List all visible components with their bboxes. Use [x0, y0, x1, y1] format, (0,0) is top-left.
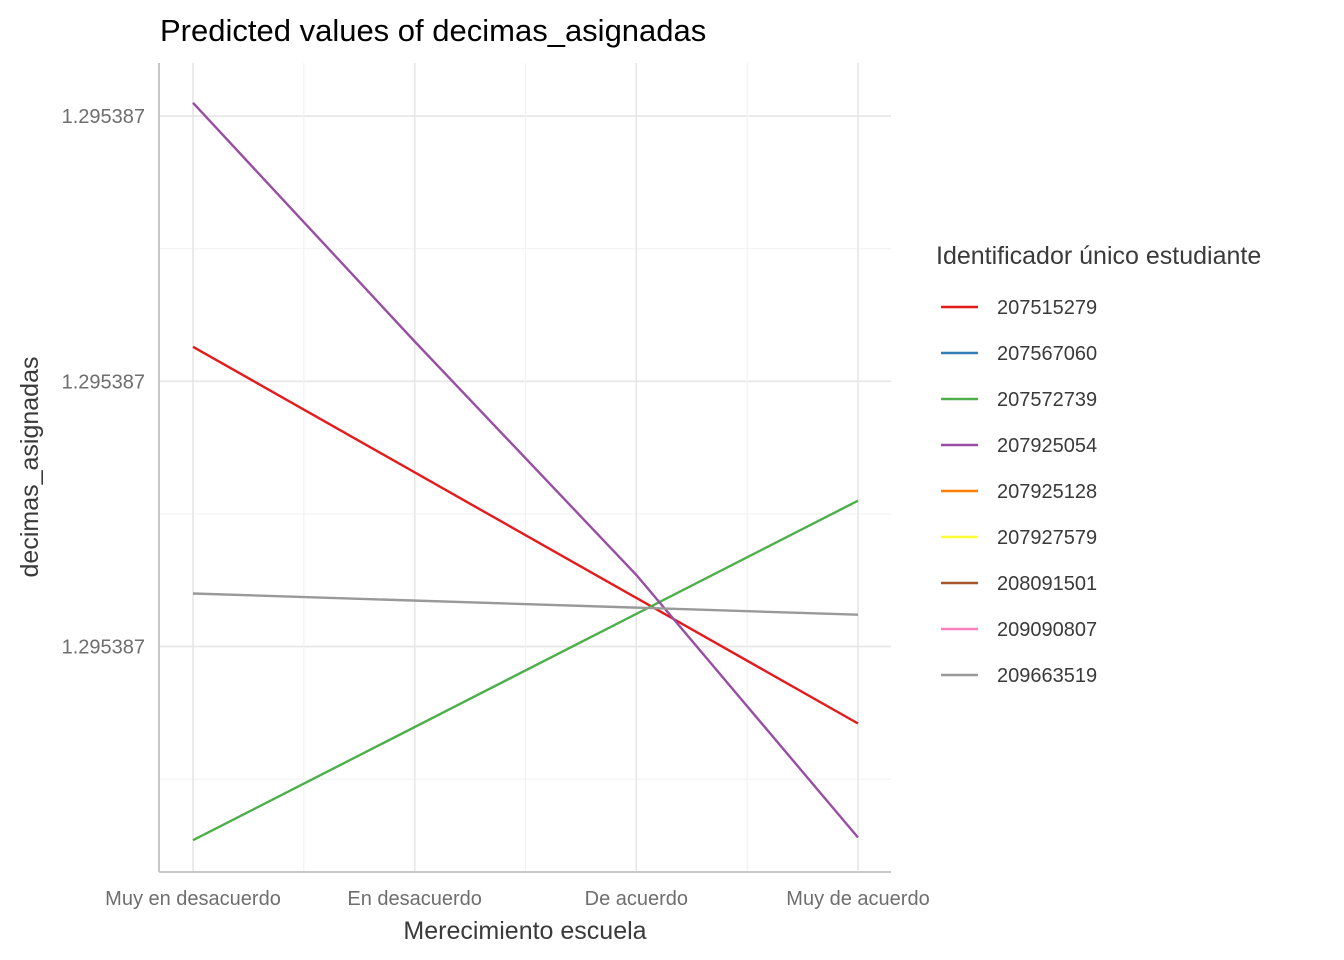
legend-label: 209663519: [997, 665, 1097, 687]
series-line-207572739: [192, 499, 859, 842]
chart-title: Predicted values of decimas_asignadas: [160, 13, 706, 48]
series-line-209663519: [192, 592, 859, 616]
x-axis-title: Merecimiento escuela: [403, 917, 646, 945]
series-line-207515279: [192, 345, 859, 725]
y-axis-title: decimas_asignadas: [16, 357, 44, 578]
x-tick-label: Muy de acuerdo: [786, 888, 929, 910]
legend-title: Identificador único estudiante: [936, 242, 1261, 270]
y-tick-labels: 1.295387 1.295387 1.295387: [62, 106, 145, 658]
series-lines: [192, 101, 859, 842]
x-tick-labels: Muy en desacuerdo En desacuerdo De acuerdo…: [105, 888, 930, 910]
y-tick-label: 1.295387: [62, 106, 145, 128]
legend-label: 209090807: [997, 619, 1097, 641]
legend-items: 207515279 207567060 207572739 207925054 2079…: [941, 297, 1097, 687]
legend-label: 207927579: [997, 527, 1097, 549]
y-tick-label: 1.295387: [62, 371, 145, 393]
x-tick-label: De acuerdo: [585, 888, 688, 910]
legend-label: 207515279: [997, 297, 1097, 319]
legend-label: 207567060: [997, 343, 1097, 365]
legend-label: 207925128: [997, 481, 1097, 503]
legend-label: 207572739: [997, 389, 1097, 411]
legend: Identificador único estudiante 207515279…: [936, 242, 1261, 687]
x-tick-label: En desacuerdo: [347, 888, 482, 910]
series-line-207925054: [192, 101, 859, 839]
legend-label: 207925054: [997, 435, 1097, 457]
y-tick-label: 1.295387: [62, 637, 145, 659]
legend-label: 208091501: [997, 573, 1097, 595]
x-tick-label: Muy en desacuerdo: [105, 888, 281, 910]
grid: [159, 63, 891, 872]
